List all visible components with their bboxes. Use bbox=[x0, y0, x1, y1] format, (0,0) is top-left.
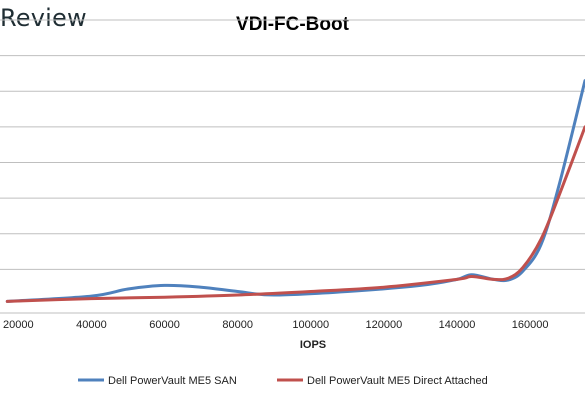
series-line-1 bbox=[5, 79, 585, 303]
series-lines bbox=[5, 79, 585, 303]
x-tick-label: 140000 bbox=[439, 319, 476, 331]
series-line-2 bbox=[5, 125, 585, 303]
x-axis-tick-labels: 20000 40000 60000 80000 100000 120000 140000 16… bbox=[3, 319, 549, 331]
x-tick-label: 60000 bbox=[149, 319, 180, 331]
gridlines bbox=[0, 19, 585, 314]
brand-logo-text: Review bbox=[0, 4, 87, 32]
x-tick-label: 80000 bbox=[222, 319, 253, 331]
x-tick-label: 120000 bbox=[366, 319, 403, 331]
chart-title: VDI-FC-Boot bbox=[236, 14, 349, 35]
legend-label: Dell PowerVault ME5 SAN bbox=[108, 375, 237, 387]
legend: Dell PowerVault ME5 SAN Dell PowerVault M… bbox=[78, 375, 488, 387]
x-tick-label: 100000 bbox=[292, 319, 329, 331]
x-axis-label: IOPS bbox=[300, 339, 326, 351]
legend-label: Dell PowerVault ME5 Direct Attached bbox=[307, 375, 488, 387]
x-tick-label: 20000 bbox=[3, 319, 34, 331]
x-tick-label: 160000 bbox=[512, 319, 549, 331]
x-tick-label: 40000 bbox=[76, 319, 107, 331]
